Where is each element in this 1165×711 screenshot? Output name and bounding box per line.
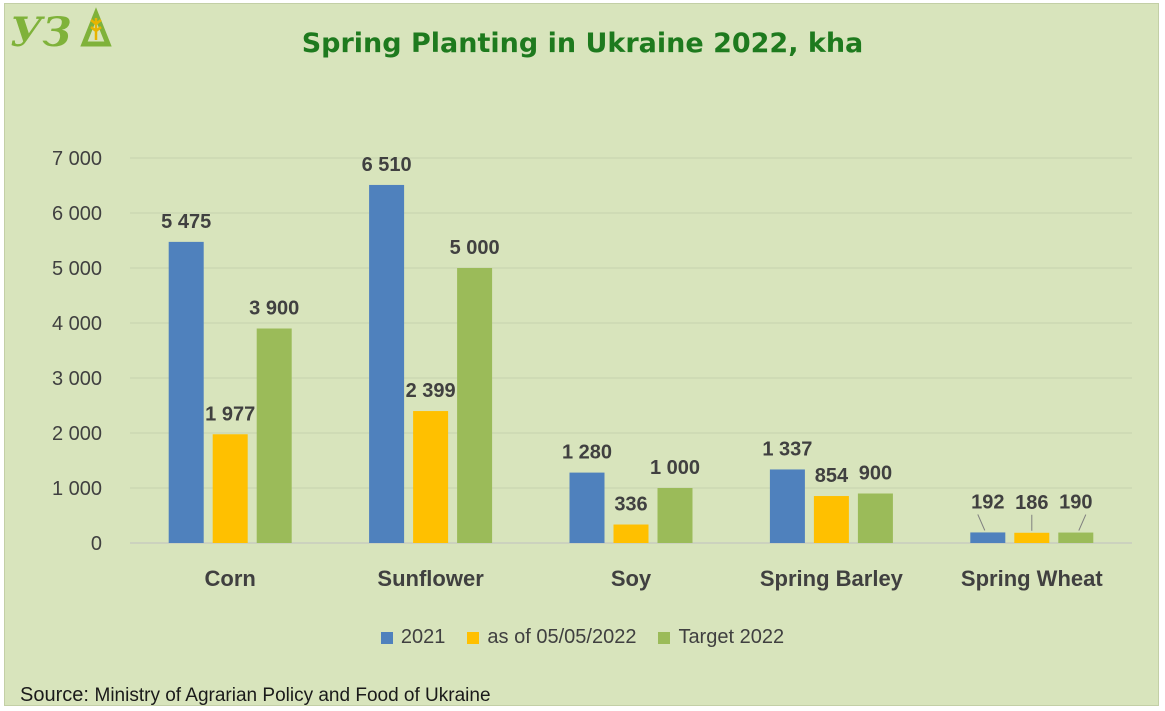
bar: [769, 469, 805, 543]
legend-label: 2021: [400, 626, 446, 648]
legend-item: as of 05/05/2022: [467, 626, 636, 649]
uza-logo: УЗ: [10, 7, 112, 56]
x-tick-label: Spring Wheat: [961, 566, 1103, 591]
data-label: 1 337: [762, 438, 812, 460]
bar: [613, 524, 649, 543]
data-label: 6 510: [362, 154, 412, 176]
data-label: 2 399: [406, 380, 456, 402]
y-tick-label: 7 000: [52, 148, 102, 170]
data-label: 1 280: [562, 442, 612, 464]
y-tick-label: 4 000: [52, 313, 102, 335]
source-note: Source: Ministry of Agrarian Policy and …: [20, 684, 491, 707]
chart-title: Spring Planting in Ukraine 2022, kha: [301, 28, 864, 59]
svg-text:УЗ: УЗ: [10, 9, 71, 56]
data-label: 336: [614, 494, 647, 516]
bar: [569, 472, 605, 543]
x-tick-label: Sunflower: [377, 566, 484, 591]
bar: [168, 241, 204, 543]
data-label: 854: [815, 465, 849, 487]
data-label: 190: [1059, 492, 1092, 514]
data-label: 192: [971, 491, 1004, 513]
chart-legend: 2021 as of 05/05/2022 Target 2022: [0, 626, 1165, 649]
legend-swatch: [380, 631, 393, 644]
data-label: 5 000: [450, 237, 500, 259]
legend-item: Target 2022: [658, 626, 784, 649]
bar: [970, 532, 1006, 543]
legend-label: as of 05/05/2022: [487, 626, 637, 648]
data-label-leader: [977, 514, 986, 531]
data-label: 5 475: [161, 211, 211, 233]
x-tick-label: Corn: [205, 566, 256, 591]
bar: [369, 184, 405, 543]
bar: [413, 411, 449, 543]
x-tick-label: Soy: [611, 566, 652, 591]
bar: [657, 488, 693, 543]
y-tick-label: 6 000: [52, 203, 102, 225]
data-label: 186: [1015, 492, 1048, 514]
bar: [1014, 532, 1050, 543]
bar: [457, 268, 493, 543]
bar: [256, 328, 292, 543]
y-tick-label: 0: [91, 533, 102, 555]
y-tick-label: 2 000: [52, 423, 102, 445]
data-label: 1 977: [205, 403, 255, 425]
source-text: Ministry of Agrarian Policy and Food of …: [94, 685, 491, 706]
y-tick-label: 1 000: [52, 478, 102, 500]
data-label: 1 000: [650, 457, 700, 479]
bar: [1058, 532, 1094, 543]
data-label-leader: [1078, 514, 1087, 531]
legend-item: 2021: [380, 626, 446, 649]
bar: [813, 496, 849, 543]
bar: [212, 434, 248, 543]
y-tick-label: 5 000: [52, 258, 102, 280]
bar: [857, 493, 893, 543]
legend-swatch: [658, 631, 671, 644]
data-label: 900: [859, 463, 892, 485]
legend-swatch: [467, 631, 480, 644]
y-tick-label: 3 000: [52, 368, 102, 390]
legend-label: Target 2022: [678, 626, 785, 648]
source-label: Source:: [20, 684, 89, 706]
data-label: 3 900: [249, 298, 299, 320]
x-tick-label: Spring Barley: [760, 566, 904, 591]
